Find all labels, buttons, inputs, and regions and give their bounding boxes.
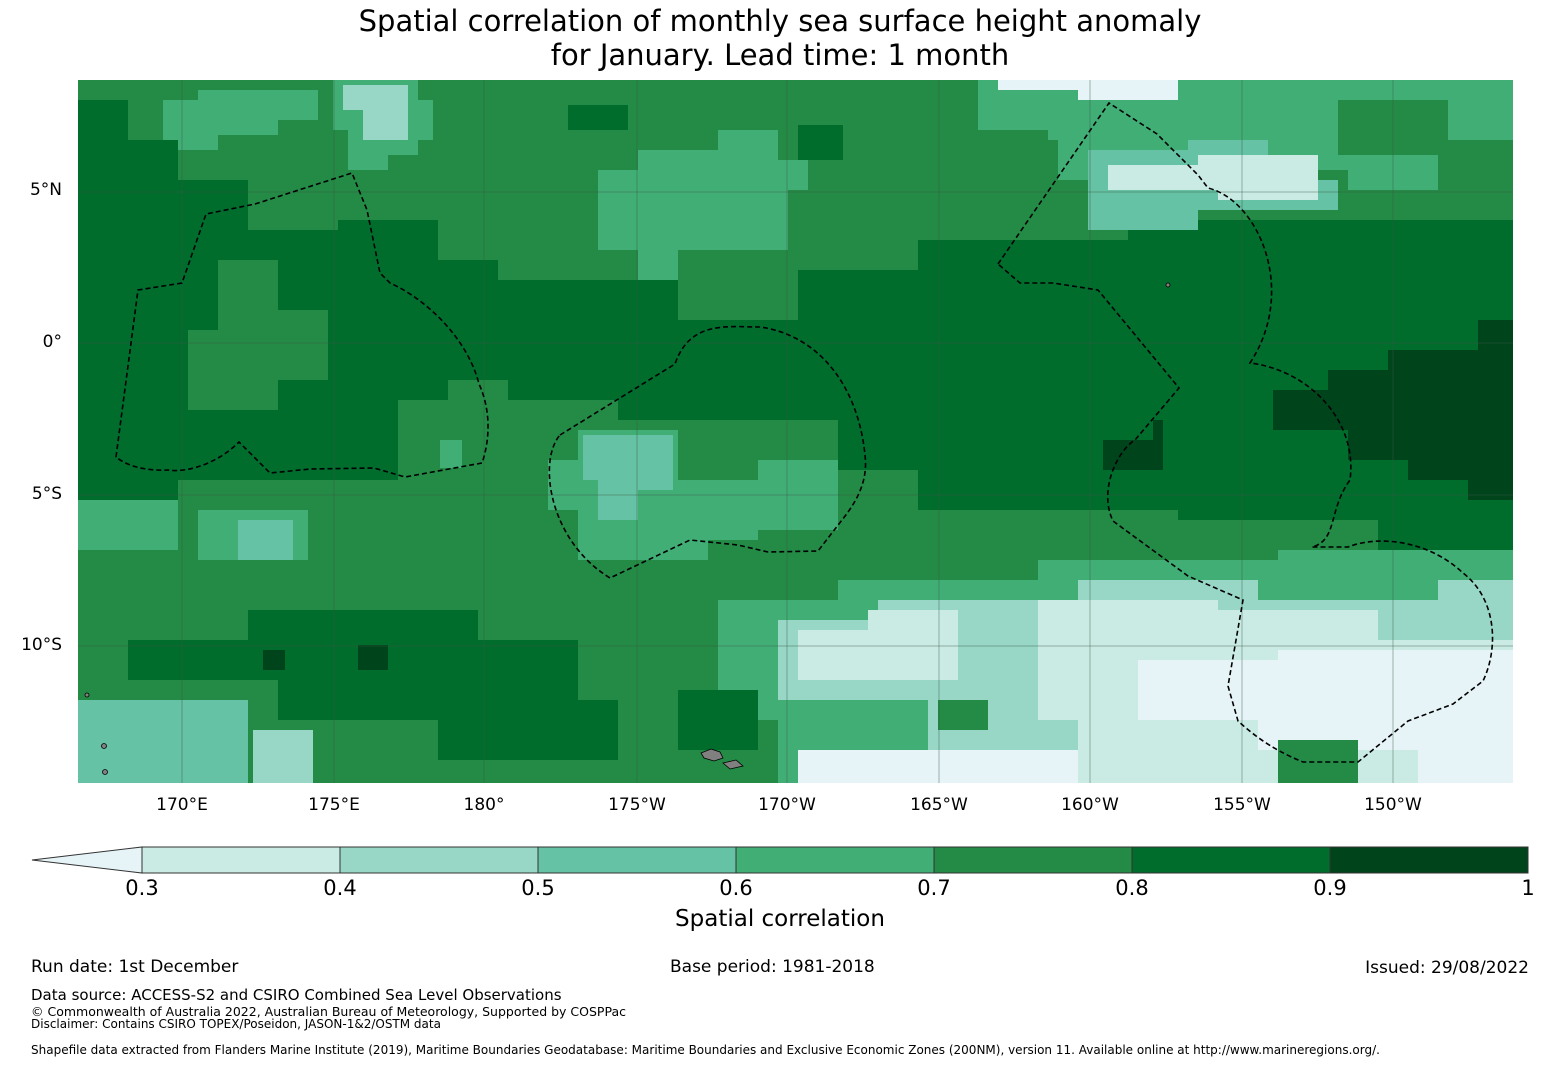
island [1165,282,1171,288]
base-period: Base period: 1981-2018 [670,957,875,977]
field-patch [1108,155,1318,200]
field-patch [998,80,1178,100]
field-patch [798,125,843,160]
title-line-1: Spatial correlation of monthly sea surfa… [358,4,1202,38]
colorbar-cell [339,846,539,874]
islands [84,282,1171,775]
island [101,743,107,749]
run-date: Run date: 1st December [31,957,239,977]
lon-label-170w: 170°W [758,795,816,815]
colorbar-tick: 0.6 [719,876,753,900]
colorbar-tick: 0.5 [521,876,555,900]
samoa-island [722,759,744,770]
lat-label-5s: 5°S [31,484,62,504]
field-patch [478,220,1513,550]
lon-label-180: 180° [463,795,505,815]
field-patch [938,700,988,730]
field-patch [253,730,313,783]
field-patch [798,750,1078,783]
copyright: © Commonwealth of Australia 2022, Austra… [31,1004,626,1019]
field-patch [78,700,248,783]
correlation-field [78,80,1513,783]
shapefile-credit: Shapefile data extracted from Flanders M… [31,1043,1380,1057]
field-patch [798,610,958,680]
island [102,769,108,775]
colorbar-label: Spatial correlation [675,906,885,932]
island [84,692,90,698]
field-patch [238,520,293,560]
lat-label-5n: 5°N [29,180,62,200]
colorbar-cell [735,846,935,874]
correlation-map [78,80,1513,783]
lon-label-160w: 160°W [1061,795,1119,815]
field-patch [263,650,285,670]
eez-boundary-central [548,325,867,579]
field-patch [1103,420,1163,470]
disclaimer: Disclaimer: Contains CSIRO TOPEX/Poseido… [31,1017,441,1031]
eez-boundary-west [115,172,489,478]
lon-label-175w: 175°W [608,795,666,815]
field-patch [358,645,388,670]
map-canvas [78,80,1513,783]
colorbar-tick: 0.4 [323,876,357,900]
graticule [78,80,1513,783]
data-source: Data source: ACCESS-S2 and CSIRO Combine… [31,986,562,1004]
field-patch [188,260,328,410]
field-patch [78,100,508,500]
chart-title: Spatial correlation of monthly sea surfa… [0,4,1560,72]
field-patch [598,130,808,280]
colorbar-extend-arrow [31,846,143,874]
colorbar-tick: 0.9 [1313,876,1347,900]
field-patch [78,500,178,550]
colorbar [31,846,1529,874]
field-patch [958,130,1048,170]
colorbar-tick: 0.8 [1115,876,1149,900]
colorbar-cell [1329,846,1529,874]
lon-label-170e: 170°E [156,795,208,815]
colorbar-cell [933,846,1133,874]
lon-label-155w: 155°W [1213,795,1271,815]
issued-date: Issued: 29/08/2022 [1365,958,1529,978]
colorbar-cell [1131,846,1331,874]
field-patch [343,85,408,140]
lon-label-175e: 175°E [308,795,360,815]
lat-label-0: 0° [42,332,62,352]
field-patch [678,690,758,750]
field-patch [1138,650,1513,783]
colorbar-tick: 0.7 [917,876,951,900]
colorbar-cell [141,846,341,874]
colorbar-tick: 0.3 [125,876,159,900]
lon-label-165w: 165°W [910,795,968,815]
field-patch [583,435,673,520]
title-line-2: for January. Lead time: 1 month [550,38,1010,72]
samoa-island [700,748,724,762]
colorbar-cell [537,846,737,874]
field-patch [440,440,462,468]
lon-label-150w: 150°W [1364,795,1422,815]
eez-boundaries [115,101,1494,763]
field-patch [568,105,628,130]
colorbar-tick: 1 [1521,876,1535,900]
lat-label-10s: 10°S [21,635,62,655]
field-patch [163,90,318,150]
field-patch [128,610,618,760]
